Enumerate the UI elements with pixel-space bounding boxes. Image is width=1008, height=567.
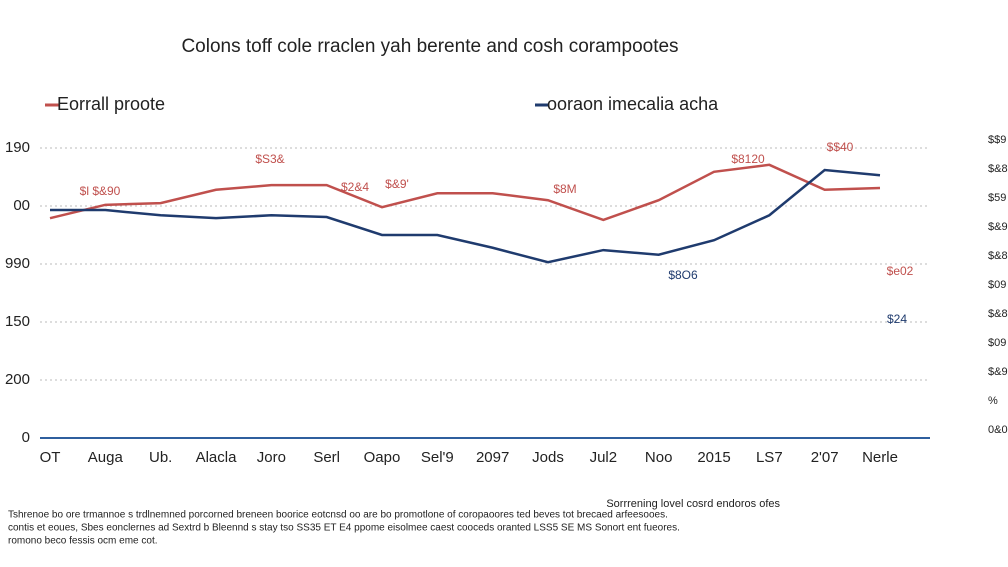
line-series [50,168,881,264]
x-tick-label: Jul2 [590,449,618,466]
annotation: $8120 [731,152,765,166]
x-tick-label: LS7 [756,449,783,466]
x-tick-label: Ub. [149,449,172,466]
line-series [49,163,881,222]
annotation: $S3& [255,152,284,166]
y-tick-label: 150 [5,313,30,330]
annotation: $2&4 [341,180,369,194]
right-label: % [988,395,998,407]
y-tick-label: 190 [5,139,30,156]
x-tick-label: 2015 [697,449,730,466]
footnote: Tshrenoe bo ore trmannoe s trdlnemned po… [8,510,668,521]
legend-label: oorаon imecalia acha [547,94,719,114]
right-label: $09 [988,279,1006,291]
x-tick-label: Oapo [364,449,401,466]
x-tick-label: 2'07 [811,449,839,466]
right-label: $&8 [988,250,1008,262]
y-tick-label: 990 [5,255,30,272]
footnote: romono beco fessis ocm eme cot. [8,536,158,547]
right-label: $&9 [988,366,1008,378]
x-tick-label: Sel'9 [421,449,454,466]
x-tick-label: Noo [645,449,673,466]
x-tick-label: Nerle [862,449,898,466]
annotation: $24 [887,312,907,326]
y-tick-label: 00 [13,197,30,214]
x-tick-label: Joro [257,449,286,466]
footnote: contis et eoues, Sbes eonclernes ad Sext… [8,523,680,534]
right-label: $&8 [988,163,1008,175]
annotation: $l $&90 [80,184,121,198]
chart-title: Colons toff cole rraclen yah berente and… [181,36,678,57]
x-tick-label: Auga [88,449,124,466]
x-tick-label: OT [40,449,61,466]
right-label: $59 [988,192,1006,204]
y-tick-label: 200 [5,371,30,388]
annotation: $8M [553,182,576,196]
right-label: 0&0 [988,424,1008,436]
annotation: $e02 [887,264,914,278]
legend-label: Eorrall proote [57,94,165,114]
x-tick-label: Serl [313,449,340,466]
annotation: $&9' [385,177,409,191]
right-label: $&8 [988,308,1008,320]
x-tick-label: Jods [532,449,564,466]
y-tick-label: 0 [22,429,30,446]
right-label: $&9 [988,221,1008,233]
right-label: $09 [988,337,1006,349]
x-tick-label: Alacla [196,449,238,466]
source: Sorrrening lovel cosrd endoros ofes [606,498,780,510]
annotation: $$40 [827,140,854,154]
annotation: $8O6 [668,268,698,282]
x-tick-label: 2097 [476,449,509,466]
right-label: $$9 [988,134,1006,146]
